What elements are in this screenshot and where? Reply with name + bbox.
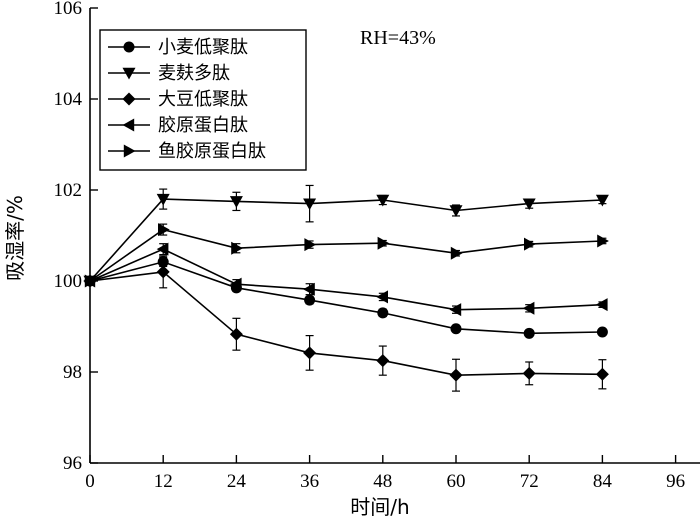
series-2-point-3	[303, 198, 317, 211]
y-tick-label-104: 104	[54, 89, 83, 110]
x-tick-label-12: 12	[154, 471, 173, 492]
series-5-point-5	[450, 246, 463, 260]
legend-label-4: 胶原蛋白肽	[158, 115, 248, 136]
axes: 0 12 24 36 48 60 72 84 96 96 98 100 102 104 106	[54, 0, 700, 492]
series-4-point-7	[595, 298, 608, 312]
series-1-point-4	[377, 307, 389, 319]
series-3-point-7	[595, 367, 609, 381]
series-1-point-6	[523, 327, 535, 339]
rh-annotation: RH=43%	[360, 27, 436, 49]
y-tick-label-102: 102	[54, 180, 83, 201]
series-4-point-6	[522, 301, 535, 315]
series-3-point-3	[303, 346, 317, 360]
series-2-point-5	[449, 205, 463, 217]
series-1-point-3	[304, 294, 316, 306]
legend-marker-5	[123, 144, 136, 158]
legend-marker-4	[122, 118, 135, 132]
y-tick-label-96: 96	[63, 453, 82, 474]
x-tick-label-84: 84	[593, 471, 613, 492]
x-tick-label-24: 24	[227, 471, 247, 492]
y-tick-label-106: 106	[54, 0, 83, 19]
series-4-point-1	[156, 242, 169, 256]
series-4-point-3	[303, 282, 315, 296]
series-5-point-1	[158, 223, 170, 237]
series-3-point-1	[156, 265, 170, 279]
series-2-point-6	[522, 198, 536, 211]
series-5-line	[89, 228, 603, 282]
series-1-point-7	[596, 326, 608, 338]
y-tick-label-98: 98	[63, 362, 82, 383]
legend-label-3: 大豆低聚肽	[158, 89, 248, 110]
series-5	[84, 223, 609, 288]
series-3-point-4	[376, 354, 390, 368]
series-3	[83, 255, 609, 392]
series-5-point-6	[524, 237, 536, 251]
series-1-point-5	[450, 323, 462, 335]
series-3-line	[89, 271, 603, 377]
series-3-point-2	[229, 327, 243, 341]
series-5-point-7	[597, 234, 609, 248]
series-1-line	[89, 261, 603, 335]
x-tick-label-96: 96	[666, 471, 685, 492]
legend-marker-3	[122, 92, 136, 106]
legend-label-5: 鱼胶原蛋白肽	[158, 141, 266, 162]
series-2-line	[89, 198, 603, 282]
series-2-point-1	[156, 193, 170, 206]
series-5-point-3	[304, 238, 317, 252]
series-2-point-2	[229, 196, 243, 208]
series-4-point-2	[229, 277, 242, 291]
series-2-point-7	[595, 194, 609, 207]
legend-label-2: 麦麸多肽	[158, 63, 230, 84]
legend-label-1: 小麦低聚肽	[158, 37, 248, 58]
series-3-point-6	[522, 366, 536, 380]
y-tick-label-100: 100	[54, 271, 83, 292]
series-1	[84, 256, 608, 339]
series-2-point-4	[376, 194, 390, 207]
x-axis-title: 时间/h	[350, 495, 409, 519]
series-4-line	[89, 248, 603, 311]
x-tick-label-60: 60	[447, 471, 466, 492]
legend-marker-2	[122, 67, 136, 80]
x-tick-label-36: 36	[300, 471, 319, 492]
series-2	[83, 184, 609, 288]
x-tick-label-0: 0	[85, 471, 95, 492]
series-4	[83, 242, 608, 317]
series-3-point-5	[449, 368, 463, 382]
series-4-point-5	[449, 303, 462, 317]
series-5-point-4	[377, 236, 390, 250]
series-layer	[83, 184, 609, 392]
y-axis-title: 吸湿率/%	[3, 195, 27, 281]
x-tick-label-72: 72	[520, 471, 539, 492]
x-tick-label-48: 48	[373, 471, 392, 492]
legend-marker-1	[123, 41, 135, 53]
series-5-point-2	[231, 241, 243, 255]
series-5-point-0	[84, 274, 97, 288]
series-4-point-4	[376, 290, 388, 304]
